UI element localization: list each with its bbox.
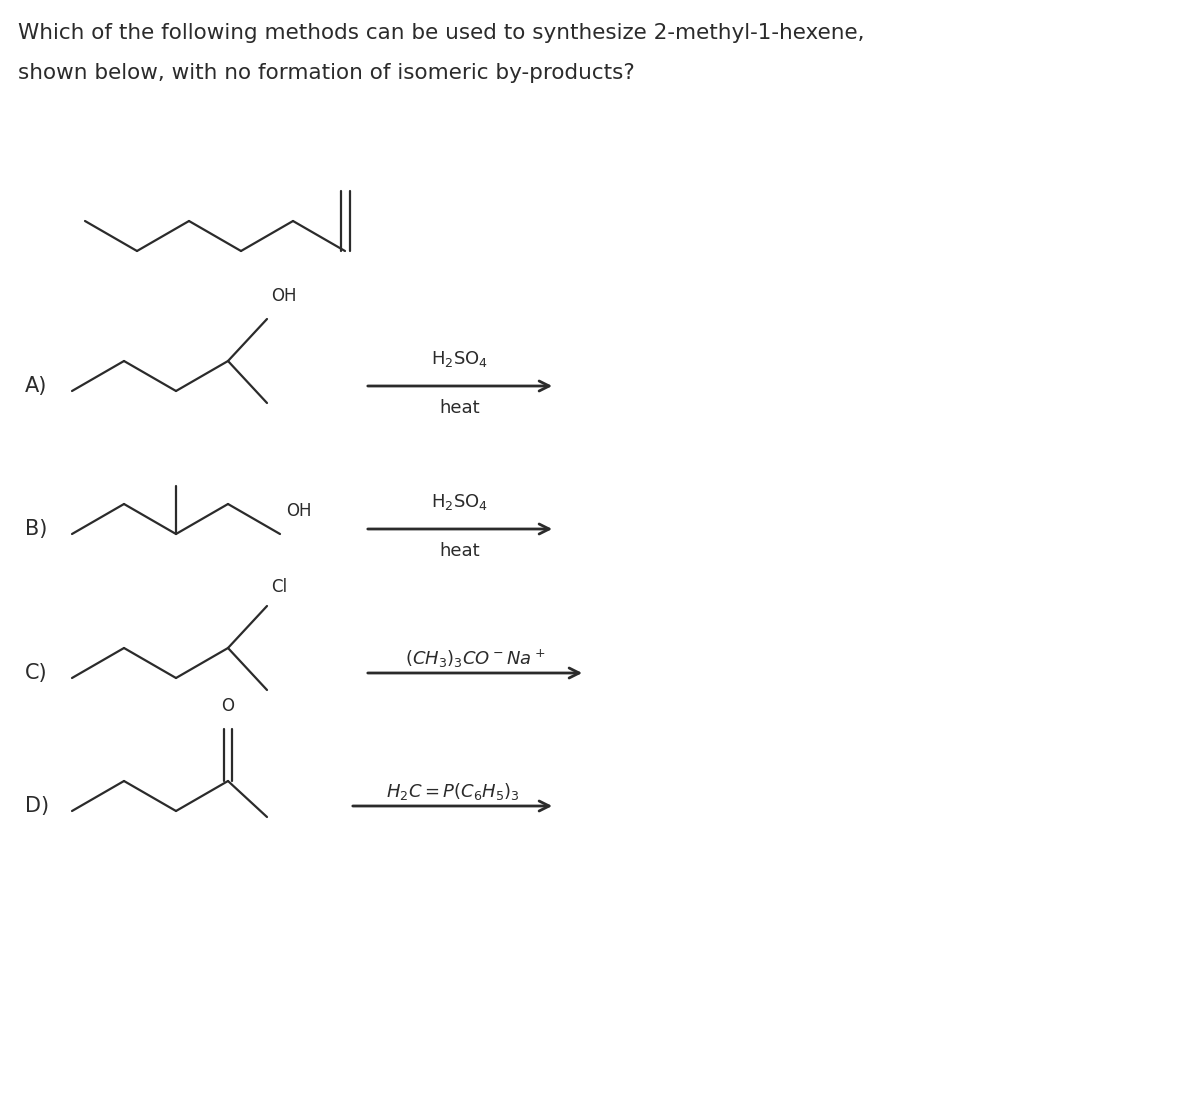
Text: heat: heat — [439, 399, 480, 417]
Text: heat: heat — [439, 542, 480, 560]
Text: $(CH_3)_3CO^-Na^+$: $(CH_3)_3CO^-Na^+$ — [404, 647, 545, 671]
Text: OH: OH — [286, 502, 312, 520]
Text: O: O — [222, 697, 234, 715]
Text: Which of the following methods can be used to synthesize 2-methyl-1-hexene,: Which of the following methods can be us… — [18, 23, 864, 43]
Text: D): D) — [25, 796, 49, 816]
Text: $\mathregular{H_2SO_4}$: $\mathregular{H_2SO_4}$ — [431, 349, 488, 369]
Text: C): C) — [25, 663, 48, 683]
Text: A): A) — [25, 377, 47, 396]
Text: Cl: Cl — [271, 578, 287, 596]
Text: $\mathregular{H_2SO_4}$: $\mathregular{H_2SO_4}$ — [431, 492, 488, 512]
Text: B): B) — [25, 519, 47, 539]
Text: $H_2C{=}P(C_6H_5)_3$: $H_2C{=}P(C_6H_5)_3$ — [386, 782, 520, 803]
Text: OH: OH — [271, 287, 296, 305]
Text: shown below, with no formation of isomeric by-products?: shown below, with no formation of isomer… — [18, 63, 635, 83]
